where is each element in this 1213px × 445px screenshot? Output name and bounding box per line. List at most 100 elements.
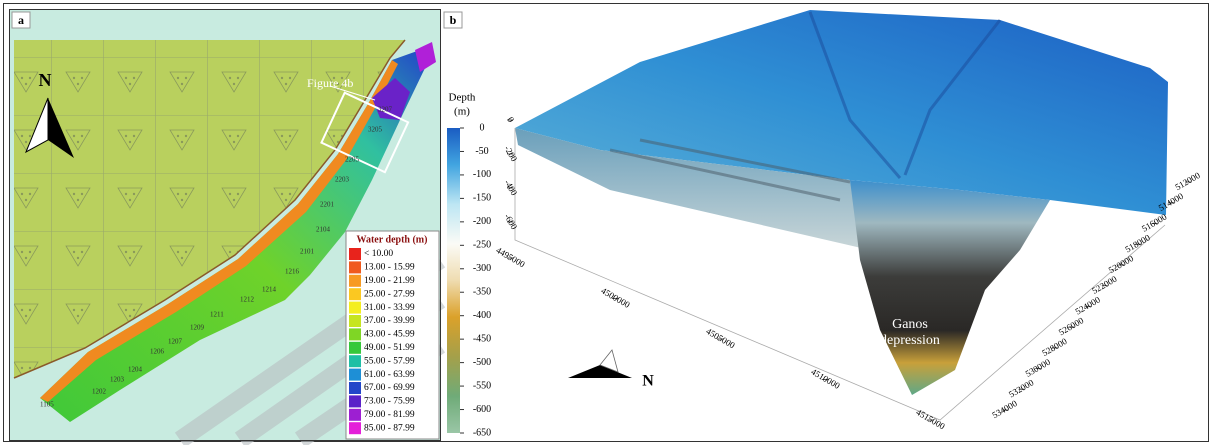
depression [850,180,1050,395]
panel-b: Depth (m) N Ganos depression b [443,10,1168,433]
panel-border [9,9,441,441]
north-arrow [568,365,632,378]
annotation: depression [880,333,940,348]
northing-tick-label: 4505000 [704,326,737,351]
station-label: 2205 [345,156,360,164]
frame [3,3,1209,442]
station-label: 1207 [168,338,183,346]
station-label: 1216 [285,268,300,276]
legend-label: 25.00 - 27.99 [364,289,415,299]
colorbar-title: (m) [454,106,470,118]
northing-tick-label: 4510000 [809,366,842,391]
colorbar-tick-label: -100 [473,169,491,180]
easting-tick-label: 524000 [1074,294,1103,316]
legend-swatch [349,368,361,381]
legend-swatch [349,248,361,260]
box-edges [514,128,1166,421]
legend-swatch [349,301,361,314]
ridge [609,138,851,202]
colorbar-tick-label: -250 [473,240,491,251]
legend-swatch [349,395,361,408]
colorbar-tick-label: -150 [473,193,491,204]
colorbar-title: Depth [449,92,476,104]
panel-label-box [443,11,463,29]
colorbar [447,128,460,433]
easting-tick-label: 530000 [1024,356,1053,378]
station-label: 1202 [92,388,107,396]
station-label: 1105 [40,401,54,409]
colorbar-tick-label: -400 [473,310,491,321]
surface-wall [515,128,870,250]
station-label: 2201 [320,201,335,209]
legend-label: 73.00 - 75.99 [364,397,415,407]
station-label: 3207 [378,106,393,114]
panel-label-box [11,11,31,29]
legend-title: Water depth (m) [357,234,428,245]
depth-tick-label: 0 [505,115,516,124]
station-label: 2203 [335,176,350,184]
station-label: 2104 [316,226,331,234]
legend-swatch [349,355,361,368]
depth-tick-label: -200 [502,144,519,164]
callout-line [329,85,376,101]
callout: Figure 4b [307,76,353,90]
deep-patch [415,42,436,72]
station-label: 1209 [190,324,205,332]
easting-tick-label: 518000 [1123,232,1152,254]
surface-top [515,10,1168,215]
legend-label: 13.00 - 15.99 [364,263,415,273]
colorbar-tick-label: -600 [473,404,491,415]
colorbar-tick-label: -500 [473,357,491,368]
legend-label: 49.00 - 51.99 [364,343,415,353]
station-label: 1211 [210,311,224,319]
legend-label: < 10.00 [364,249,393,259]
colorbar-tick-label: -50 [475,146,488,157]
legend-swatch [349,288,361,301]
legend-label: 61.00 - 63.99 [364,370,415,380]
legend-swatch [349,422,361,435]
easting-tick-label: 532000 [1007,377,1036,399]
northing-tick-label: 4500000 [599,285,632,310]
legend-swatch [349,341,361,354]
north-label: N [642,373,654,390]
legend-swatch [349,315,361,327]
colorbar-tick-label: 0 [480,122,485,133]
easting-tick-label: 516000 [1140,211,1169,233]
colorbar-tick-label: -200 [473,216,491,227]
colorbar-tick-label: -350 [473,287,491,298]
colorbar-tick-label: -450 [473,333,491,344]
colorbar-tick-label: -650 [473,427,491,438]
easting-tick-label: 526000 [1057,315,1086,337]
panel-label: b [450,13,457,27]
depth-tick-label: -400 [502,178,519,198]
legend-swatch [349,382,361,394]
ridge [808,11,1002,179]
station-label: 1206 [150,348,165,356]
legend-swatch [349,274,361,287]
legend-label: 85.00 - 87.99 [364,423,415,433]
easting-tick-label: 520000 [1107,253,1136,275]
northing-tick-label: 4515000 [914,407,947,432]
northing-tick-label: 4495000 [494,245,527,270]
legend-label: 37.00 - 39.99 [364,316,415,326]
legend-swatch [349,408,361,421]
legend [345,230,440,440]
coastline [13,39,406,379]
land-pattern [14,40,405,378]
station-label: 3205 [368,126,383,134]
station-label: 1212 [240,296,255,304]
colorbar-tick-label: -300 [473,263,491,274]
panel-a: Figure 4b N a Water depth (m) [9,9,446,445]
colorbar-tick-label: -550 [473,380,491,391]
easting-tick-label: 512000 [1173,170,1202,192]
annotation: Ganos [892,317,928,332]
easting-tick-label: 528000 [1040,336,1069,358]
north-label: N [39,70,52,90]
shallow-band [40,60,398,402]
north-arrow-tail [599,349,619,373]
depth-tick-label: -600 [502,212,519,232]
easting-tick-label: 534000 [990,398,1019,420]
panel-label: a [18,13,24,27]
legend-label: 55.00 - 57.99 [364,356,415,366]
